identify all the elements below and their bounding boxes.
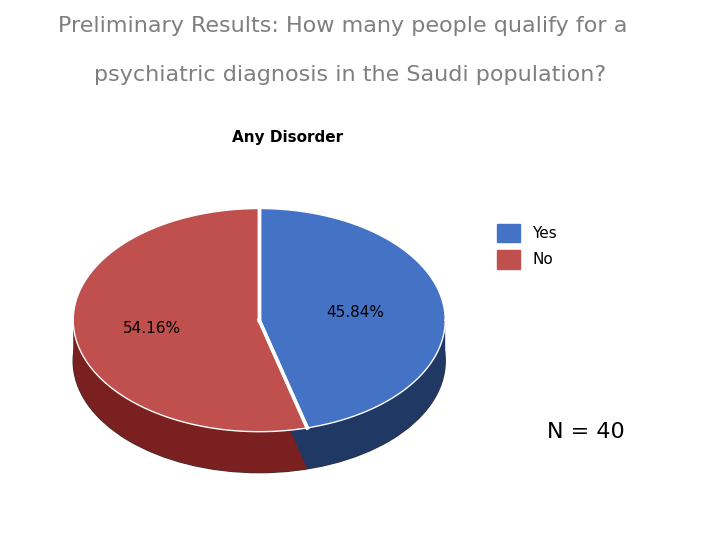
Polygon shape <box>73 208 307 431</box>
Text: psychiatric diagnosis in the Saudi population?: psychiatric diagnosis in the Saudi popul… <box>94 65 606 85</box>
Text: Any Disorder: Any Disorder <box>233 130 343 145</box>
Polygon shape <box>307 321 445 469</box>
Polygon shape <box>73 321 307 472</box>
Text: Preliminary Results: How many people qualify for a: Preliminary Results: How many people qua… <box>58 16 627 36</box>
Text: 54.16%: 54.16% <box>123 321 181 336</box>
Polygon shape <box>259 320 307 469</box>
Legend: Yes, No: Yes, No <box>498 224 557 268</box>
Polygon shape <box>259 320 307 469</box>
Polygon shape <box>259 208 445 428</box>
Text: N = 40: N = 40 <box>547 422 625 442</box>
Ellipse shape <box>73 249 445 472</box>
Text: 45.84%: 45.84% <box>326 305 384 320</box>
